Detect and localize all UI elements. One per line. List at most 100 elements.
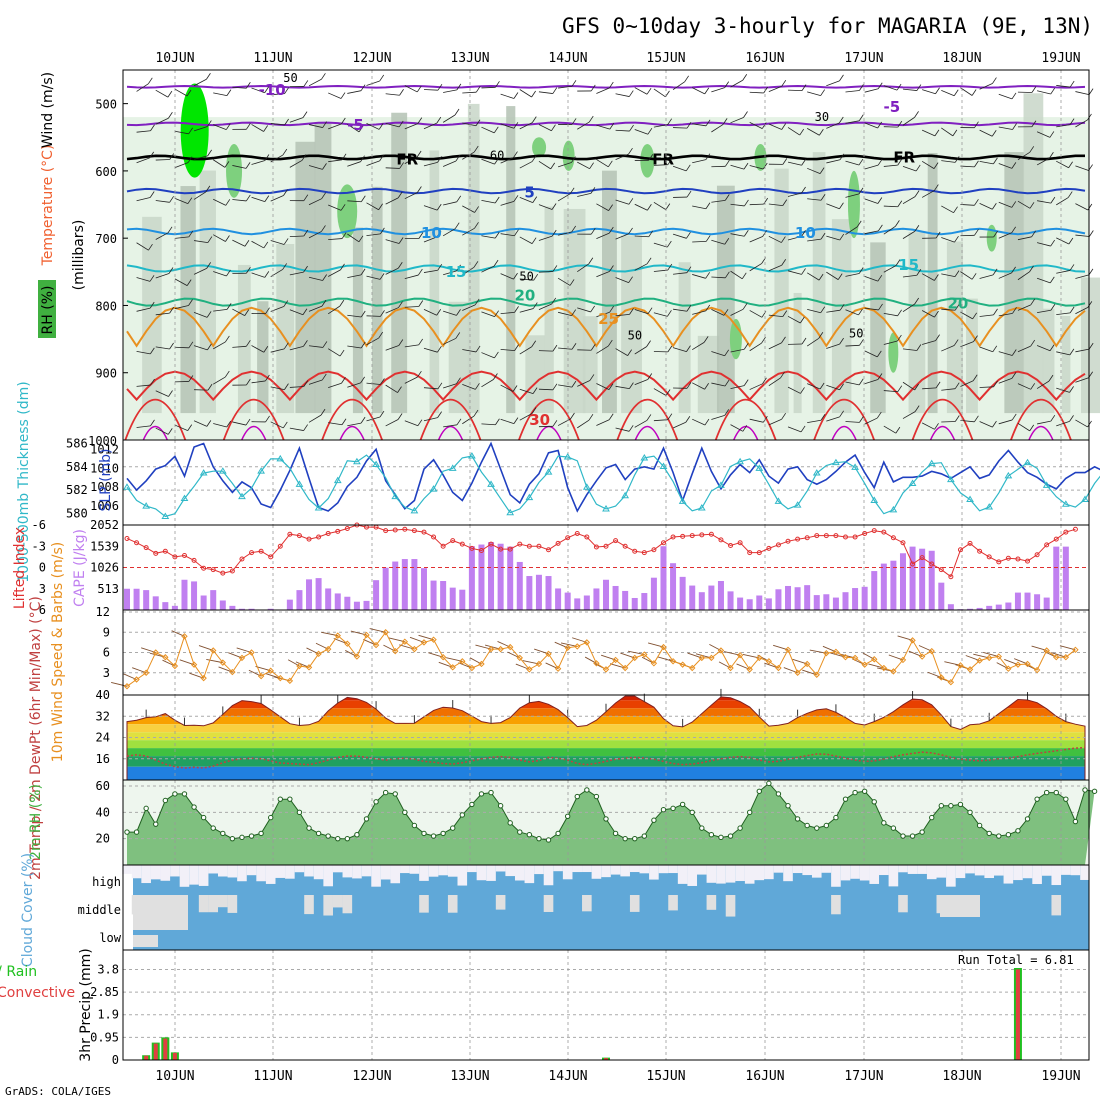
wind-barb-flag — [858, 114, 864, 121]
cloud-high-gap — [352, 865, 362, 879]
wind-barb-flag — [418, 338, 424, 346]
wind-barb — [481, 200, 496, 204]
wind-barb — [902, 348, 917, 351]
wind-barb-flag — [226, 303, 232, 310]
cape-bar — [497, 543, 504, 610]
wind-barb-flag — [150, 419, 155, 427]
lifted-index-point — [862, 531, 868, 536]
wind-barb — [174, 346, 189, 349]
wind-barb-flag — [782, 310, 788, 317]
wind-barb-flag — [551, 203, 557, 210]
wind-barb-flag — [397, 386, 402, 393]
wind-barb-flag — [839, 74, 844, 82]
lifted-index-point — [517, 541, 523, 547]
wind-barb-flag — [205, 185, 211, 193]
wind-barb-flag — [820, 232, 826, 240]
wind-barb — [270, 195, 284, 202]
wind-barb — [653, 388, 667, 396]
cape-bar — [737, 597, 744, 610]
wind-barb — [711, 351, 725, 357]
wind-speed-point — [296, 662, 303, 670]
wind-barb — [404, 156, 418, 165]
precip-tick: 0.95 — [90, 1030, 119, 1044]
cape-bar — [986, 605, 993, 610]
cape-bar — [545, 576, 552, 610]
wind-speed-point — [334, 632, 341, 639]
wind-barb — [366, 202, 379, 211]
wind-barb-flag — [954, 270, 960, 277]
cape-bar — [765, 598, 772, 610]
wind-barb — [538, 235, 553, 241]
wind-barb-flag — [608, 226, 614, 234]
wind-barb-flag — [418, 268, 423, 276]
thickness-axis-label: 1000-500mb Thickness (dm) — [16, 381, 32, 582]
wind-barb-flag — [380, 227, 385, 235]
wind-barb — [673, 272, 688, 275]
slp-point — [927, 459, 936, 467]
top-date-label: 11JUN — [253, 51, 292, 66]
wind-barb-flag — [801, 230, 806, 237]
wind-barb — [864, 230, 879, 235]
wind-10m-barb — [802, 669, 817, 676]
cloud-middle-gap — [1051, 895, 1062, 916]
wind-barb — [749, 383, 763, 390]
bottom-date-label: 12JUN — [352, 1069, 391, 1084]
lifted-index-point — [823, 533, 829, 539]
wind-barb-flag — [992, 268, 998, 276]
wind-barb-flag — [513, 151, 518, 158]
wind-barb-flag — [763, 197, 769, 205]
cloud-high-gap — [476, 865, 487, 881]
lifted-index-point — [1015, 556, 1021, 562]
wind-barb — [807, 238, 822, 242]
footer-credit: GrADS: COLA/IGES — [5, 1085, 111, 1098]
wind-barb — [960, 311, 973, 320]
wind-barb — [213, 198, 226, 206]
wind-barb-flag — [934, 274, 939, 281]
wind-barb-flag — [954, 156, 960, 163]
wind-barb-flag — [953, 339, 959, 346]
cape-bar — [967, 608, 974, 610]
wind-barb-flag — [743, 343, 749, 350]
wind-barb — [826, 80, 840, 87]
wind-speed-point — [1043, 647, 1050, 654]
wind-barb — [768, 377, 781, 387]
wind-barb-flag — [1050, 239, 1056, 247]
wind-barb — [768, 418, 782, 426]
rh-shading-plume — [793, 292, 802, 414]
wind-barb-flag — [360, 310, 366, 318]
precip-convective-bar — [604, 1058, 608, 1060]
wind-speed-point — [861, 661, 868, 668]
cloud-middle-gap — [332, 895, 343, 908]
wind-barb-flag — [245, 418, 251, 426]
cape-bar — [152, 596, 159, 610]
wind-barb-flag — [667, 345, 673, 353]
wind-barb-flag — [590, 84, 596, 92]
wind-10m-barb — [572, 637, 587, 643]
wind-barb-flag — [820, 89, 826, 96]
isotherm--5 — [126, 121, 1086, 127]
wind-barb — [519, 308, 534, 313]
wind-speed-point — [928, 647, 935, 655]
wind-barb-flag — [167, 428, 173, 435]
wind-barb — [289, 235, 304, 238]
lifted-index-point — [229, 568, 235, 574]
wind-barb — [366, 275, 381, 280]
cloud-high-gap — [409, 865, 420, 874]
wind-barb — [787, 127, 800, 136]
lifted-index-point — [172, 554, 178, 560]
wind-barb — [749, 310, 763, 318]
wind-barb-flag — [608, 383, 614, 390]
wind-barb — [615, 233, 629, 240]
wind-barb — [347, 314, 362, 318]
wind-barb-flag — [380, 310, 385, 317]
wind-barb-flag — [609, 305, 614, 313]
lifted-index-point — [546, 547, 552, 553]
lifted-index-point — [488, 541, 494, 547]
wind-barb-flag — [1029, 202, 1035, 209]
wind-barb-flag — [935, 334, 940, 341]
wind-barb-flag — [340, 92, 346, 99]
rh-shading-plume — [1004, 152, 1025, 414]
wind-barb — [155, 159, 170, 161]
wind-barb — [864, 350, 878, 358]
wind-barb — [902, 381, 915, 391]
